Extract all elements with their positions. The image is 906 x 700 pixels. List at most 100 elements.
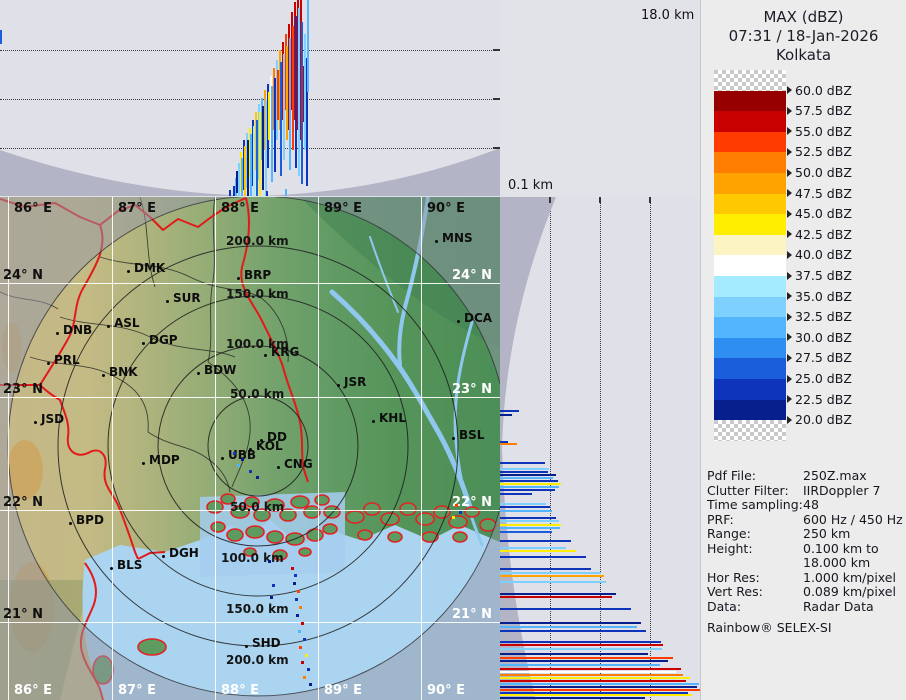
echo-bar (283, 54, 285, 160)
lat-label-left: 22° N (3, 495, 43, 510)
city-label: JSD (41, 412, 65, 426)
city-label: MNS (442, 231, 473, 245)
axis-tick (493, 98, 500, 100)
echo-speck (307, 668, 310, 671)
city-label: UBB (228, 448, 257, 462)
echo-bar (256, 120, 258, 196)
lat-label-right: 22° N (452, 495, 492, 510)
echo-bar (500, 556, 586, 558)
dbz-swatch (714, 276, 786, 297)
echo-bar (500, 674, 683, 676)
axis-tick (649, 197, 651, 203)
city-label: SUR (173, 291, 201, 305)
city-label: KHL (379, 411, 406, 425)
reflectivity-profile-ns (500, 197, 700, 700)
info-label: Range: (707, 526, 751, 541)
tick-arrow-icon (787, 127, 792, 136)
lon-label-bottom: 88° E (221, 683, 259, 698)
tick-text: 50.0 dBZ (795, 165, 852, 180)
height-gridline (650, 197, 651, 700)
city-dot (435, 240, 438, 243)
city-label: DD (267, 430, 287, 444)
city-dot (197, 372, 200, 375)
city-dot (452, 437, 455, 440)
tick-text: 27.5 dBZ (795, 350, 852, 366)
product-title: MAX (dBZ) (763, 8, 844, 26)
tick-text: 40.0 dBZ (795, 247, 852, 263)
echo-bar (500, 520, 559, 522)
echo-bar (500, 547, 566, 549)
echo-bar (500, 527, 560, 529)
range-ring-label: 50.0 km (230, 387, 285, 401)
echo-bar (500, 648, 662, 650)
echo-bar (500, 471, 548, 473)
echo-bar (500, 622, 641, 624)
echo-speck (233, 452, 236, 455)
echo-bar (274, 78, 276, 172)
dbz-swatch (714, 111, 786, 132)
tick-text: 42.5 dBZ (795, 226, 852, 242)
tick-arrow-icon (787, 333, 792, 342)
axis-tick (599, 197, 601, 203)
echo-bar (500, 410, 519, 412)
scale-tick-label: 37.5 dBZ (787, 268, 852, 283)
scale-tick-label: 35.0 dBZ (787, 289, 852, 304)
echo-speck (299, 606, 302, 609)
city-label: MDP (149, 453, 180, 467)
scan-datetime: 07:31 / 18-Jan-2026 (728, 27, 879, 45)
echo-bar (500, 686, 697, 688)
lat-label-right: 24° N (452, 268, 492, 283)
echo-bar (500, 517, 556, 519)
echo-bar (292, 26, 294, 150)
info-label: Pdf File: (707, 468, 756, 483)
echo-bar (500, 572, 601, 574)
info-value: Radar Data (803, 599, 874, 614)
tick-text: 35.0 dBZ (795, 288, 852, 304)
echo-bar (286, 46, 288, 140)
echo-bar (500, 680, 686, 682)
city-dot (107, 325, 110, 328)
range-ring-label: 100.0 km (226, 337, 289, 351)
city-label: CNG (284, 457, 313, 471)
echo-bar (500, 503, 546, 505)
city-dot (372, 420, 375, 423)
city-dot (127, 270, 130, 273)
tick-text: 37.5 dBZ (795, 268, 852, 283)
city-label: BSL (459, 428, 485, 442)
meridian-line (421, 197, 422, 700)
city-label: BNK (109, 365, 138, 379)
height-gridline (600, 197, 601, 700)
tick-text: 30.0 dBZ (795, 329, 852, 345)
tick-text: 20.0 dBZ (795, 412, 852, 428)
echo-bar (241, 158, 243, 196)
city-dot (249, 448, 252, 451)
tick-arrow-icon (787, 250, 792, 259)
legend-panel: MAX (dBZ) 07:31 / 18-Jan-2026 Kolkata 60… (700, 0, 906, 700)
scale-tick-label: 50.0 dBZ (787, 165, 852, 180)
lon-label-top: 88° E (221, 201, 259, 216)
echo-bar (500, 540, 571, 542)
info-label: Vert Res: (707, 584, 763, 599)
echo-speck (455, 504, 458, 507)
parallel-line (0, 622, 500, 623)
tick-arrow-icon (787, 168, 792, 177)
scale-tick-label: 45.0 dBZ (787, 206, 852, 221)
echo-bar (500, 493, 532, 495)
tick-arrow-icon (787, 312, 792, 321)
tick-arrow-icon (787, 292, 792, 301)
tick-arrow-icon (787, 106, 792, 115)
echo-speck (294, 574, 297, 577)
dbz-swatch (714, 296, 786, 318)
echo-bar (500, 660, 668, 662)
scale-tick-label: 47.5 dBZ (787, 186, 852, 201)
dbz-swatch (714, 152, 786, 173)
city-label: KOL (256, 439, 283, 453)
echo-bar (306, 58, 308, 186)
city-dot (69, 522, 72, 525)
echo-speck (303, 676, 306, 679)
city-dot (102, 374, 105, 377)
city-dot (56, 332, 59, 335)
echo-bar (500, 581, 606, 583)
info-label: PRF: (707, 512, 734, 527)
city-dot (110, 567, 113, 570)
